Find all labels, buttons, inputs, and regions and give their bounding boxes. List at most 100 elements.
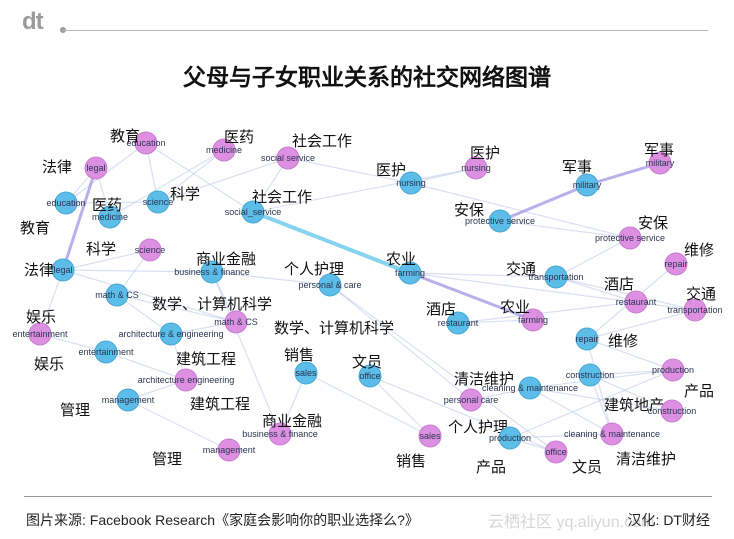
node-label-zh: 社会工作 bbox=[292, 132, 352, 150]
node-p-management[interactable]: management 管理 bbox=[152, 438, 256, 468]
node-label-zh: 维修 bbox=[608, 332, 638, 350]
node-circle bbox=[268, 422, 292, 446]
node-label-en: protective service bbox=[595, 233, 665, 243]
node-p-production[interactable]: production 产品 bbox=[652, 358, 714, 400]
node-label-en: business & finance bbox=[174, 267, 250, 277]
edge-b_protective-p_protective bbox=[499, 220, 631, 239]
node-p-personal[interactable]: personal care 个人护理 bbox=[444, 388, 508, 436]
edge-b_social-p_education bbox=[145, 142, 254, 213]
node-label-zh: 文员 bbox=[572, 458, 602, 476]
node-circle bbox=[648, 151, 672, 175]
node-label-en: cleaning & maintenance bbox=[564, 429, 660, 439]
node-p-transport[interactable]: transportation 交通 bbox=[667, 285, 723, 322]
node-label-zh: 农业 bbox=[500, 298, 530, 316]
dt-logo: dt bbox=[22, 8, 44, 35]
node-label-en: military bbox=[573, 180, 602, 190]
node-b-personal[interactable]: personal & care 个人护理 bbox=[284, 260, 362, 297]
node-b-repair[interactable]: repair 维修 bbox=[575, 327, 638, 351]
node-label-zh: 军事 bbox=[562, 158, 592, 176]
node-circle bbox=[398, 261, 422, 285]
node-p-cleaning[interactable]: cleaning & maintenance 清洁维护 bbox=[564, 422, 676, 468]
edge-b_farming-b_transport bbox=[409, 272, 557, 278]
edge-b_repair-p_cleaning bbox=[586, 338, 613, 435]
node-label-en: education bbox=[126, 138, 165, 148]
node-p-arch[interactable]: architecture engineering 建筑工程 bbox=[138, 368, 250, 413]
node-b-math[interactable]: math & CS 数学、计算机科学 bbox=[95, 283, 272, 313]
node-label-zh: 个人护理 bbox=[284, 260, 344, 278]
node-p-legal[interactable]: legal 法律 bbox=[42, 156, 108, 180]
node-p-social[interactable]: social service 社会工作 bbox=[261, 132, 352, 170]
node-p-math[interactable]: math & CS 数学、计算机科学 bbox=[214, 310, 394, 337]
node-p-entertainment[interactable]: entertainment 娱乐 bbox=[12, 308, 68, 346]
node-p-sales[interactable]: sales 销售 bbox=[396, 424, 442, 470]
node-p-science[interactable]: science 科学 bbox=[86, 238, 165, 262]
node-circle bbox=[521, 308, 545, 332]
edge-b_legal-p_science bbox=[62, 249, 151, 271]
node-label-zh: 教育 bbox=[110, 127, 140, 145]
node-circle bbox=[664, 252, 688, 276]
node-circle bbox=[459, 388, 483, 412]
node-circle bbox=[224, 310, 248, 334]
node-circle bbox=[575, 173, 599, 197]
node-label-en: personal care bbox=[444, 395, 499, 405]
node-label-en: architecture & engineering bbox=[118, 329, 223, 339]
node-b-military[interactable]: military 军事 bbox=[562, 158, 602, 197]
node-p-restaurant[interactable]: restaurant 酒店 bbox=[604, 275, 657, 314]
node-b-sales[interactable]: sales 销售 bbox=[284, 346, 318, 385]
node-label-zh: 法律 bbox=[24, 261, 54, 279]
node-b-arch[interactable]: architecture & engineering 建筑工程 bbox=[118, 322, 236, 368]
node-label-en: social_service bbox=[225, 207, 282, 217]
node-label-zh: 清洁维护 bbox=[454, 370, 514, 388]
node-label-en: repair bbox=[664, 259, 687, 269]
node-p-office[interactable]: office 文员 bbox=[544, 440, 602, 476]
node-circle bbox=[578, 363, 602, 387]
node-b-construction[interactable]: construction bbox=[566, 363, 615, 387]
node-circle bbox=[618, 226, 642, 250]
node-label-en: architecture engineering bbox=[138, 375, 235, 385]
node-label-zh: 医护 bbox=[470, 144, 500, 162]
node-label-zh: 销售 bbox=[396, 452, 426, 470]
node-label-zh: 交通 bbox=[506, 260, 536, 278]
node-circle bbox=[518, 376, 542, 400]
edge-b_personal-p_office bbox=[329, 284, 557, 453]
node-circle bbox=[54, 191, 78, 215]
node-label-zh: 安保 bbox=[454, 201, 484, 219]
node-b-management[interactable]: management 管理 bbox=[60, 388, 155, 419]
node-label-zh: 文员 bbox=[352, 353, 382, 371]
node-circle bbox=[399, 171, 423, 195]
node-b-entertainment[interactable]: entertainment 娱乐 bbox=[34, 340, 134, 373]
node-circle bbox=[575, 327, 599, 351]
node-circle bbox=[51, 258, 75, 282]
highlight-edge-b_social-b_farming bbox=[252, 210, 411, 275]
node-label-en: construction bbox=[566, 370, 615, 380]
node-b-education[interactable]: education 教育 bbox=[20, 191, 86, 237]
node-circle bbox=[134, 131, 158, 155]
node-label-zh: 娱乐 bbox=[26, 308, 56, 326]
node-circle bbox=[318, 273, 342, 297]
node-label-en: nursing bbox=[396, 178, 426, 188]
node-b-production[interactable]: production 产品 bbox=[476, 426, 531, 476]
edge-b_medicine-p_medicine bbox=[109, 149, 225, 218]
